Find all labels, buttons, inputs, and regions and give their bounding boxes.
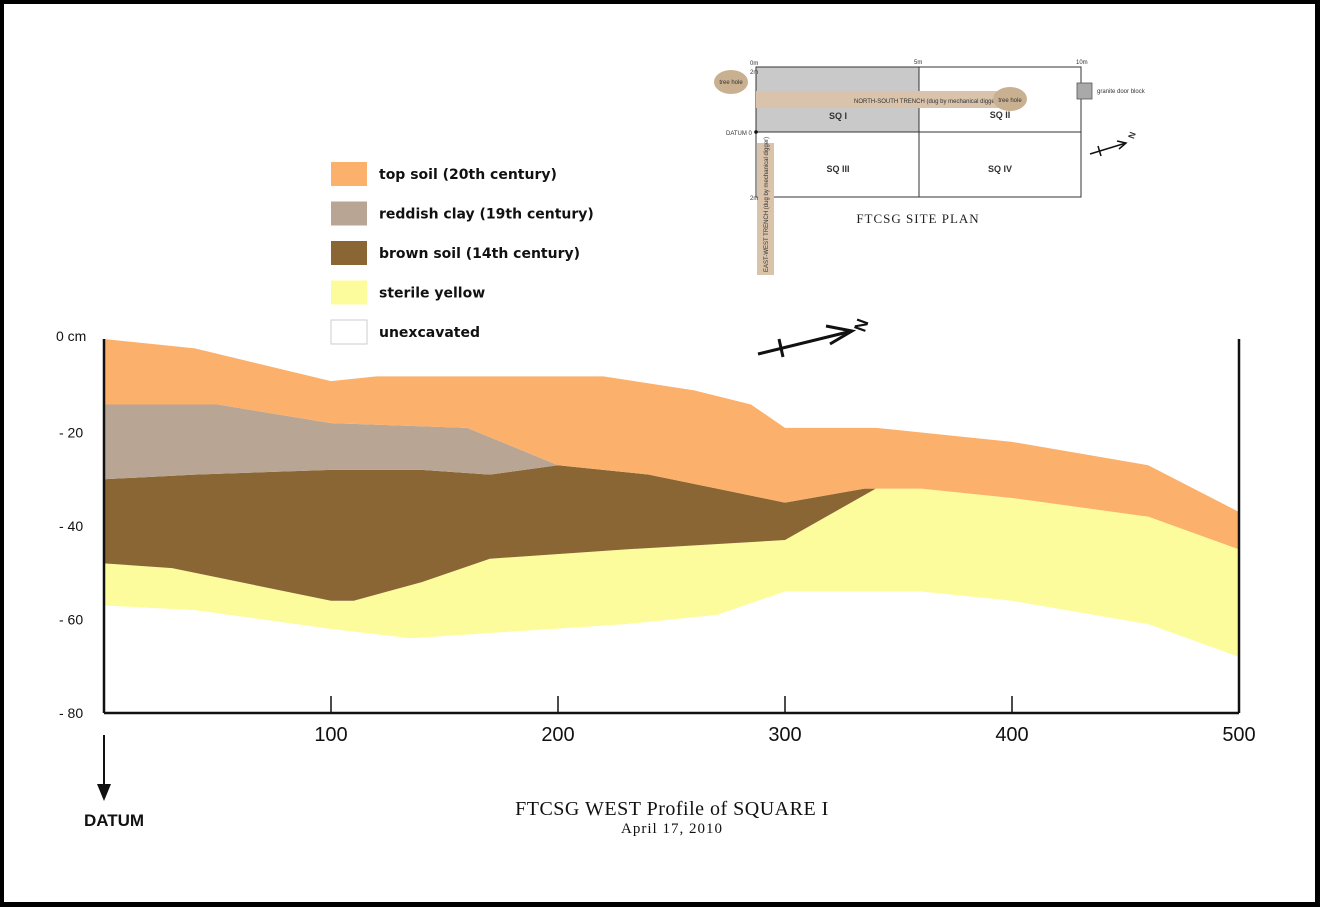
y-ticks: 0 cm - 20 - 40 - 60 - 80 <box>56 328 86 721</box>
sq1-label: SQ I <box>829 111 847 121</box>
svg-text:N: N <box>1126 131 1138 141</box>
x-tick-label: 300 <box>768 724 801 746</box>
east-west-trench-label: EAST-WEST TRENCH (dug by mechanical digg… <box>764 137 770 272</box>
legend-swatch <box>331 201 367 226</box>
tree-hole-left <box>714 70 748 94</box>
y-tick-label: - 40 <box>59 518 83 534</box>
y-tick-label: - 80 <box>59 705 83 721</box>
profile-drawing: top soil (20th century) reddish clay (19t… <box>56 60 1256 837</box>
layer-brown-soil <box>104 465 922 601</box>
granite-door-block <box>1076 82 1093 100</box>
site-plan-title: FTCSG SITE PLAN <box>856 211 979 226</box>
north-south-trench <box>756 91 1018 108</box>
granite-door-block-label: granite door block <box>1097 89 1146 95</box>
layer-sterile-yellow <box>104 488 1239 657</box>
east-west-trench <box>757 143 774 275</box>
sq4-label: SQ IV <box>988 164 1012 174</box>
x-tick-label: 200 <box>541 724 574 746</box>
y-tick-label: - 20 <box>59 425 83 441</box>
tree-hole-left-label: tree hole <box>719 80 743 86</box>
north-label: N <box>851 316 873 334</box>
legend-label: sterile yellow <box>379 286 485 302</box>
drawing-date: April 17, 2010 <box>621 821 723 837</box>
scale-10m: 10m <box>1076 60 1088 66</box>
plan-north-arrow-icon: N <box>1089 131 1138 157</box>
legend-label: reddish clay (19th century) <box>379 207 594 223</box>
legend-swatch <box>331 162 367 186</box>
legend: top soil (20th century) reddish clay (19t… <box>330 162 594 345</box>
sq2-label: SQ II <box>990 110 1011 120</box>
y-tick-label: 0 cm <box>56 328 86 344</box>
drawing-sheet: top soil (20th century) reddish clay (19t… <box>4 4 1315 902</box>
scale-left-top: 2m <box>750 70 758 76</box>
legend-label: unexcavated <box>379 325 480 341</box>
drawing-title: FTCSG WEST Profile of SQUARE I <box>515 798 829 820</box>
datum-label: DATUM <box>84 811 144 830</box>
layer-top-soil <box>104 339 1239 550</box>
scale-5m: 5m <box>914 60 922 66</box>
scale-left-bottom: 2m <box>750 196 758 202</box>
legend-label: top soil (20th century) <box>379 167 557 183</box>
x-ticks: 100 200 300 400 500 <box>314 696 1256 746</box>
x-tick-label: 500 <box>1222 724 1255 746</box>
datum-arrow-icon <box>97 735 111 801</box>
plan-datum-label: DATUM 0 <box>726 131 753 137</box>
tree-hole-right-label: tree hole <box>998 98 1022 104</box>
legend-swatch <box>330 319 368 345</box>
y-tick-label: - 60 <box>59 612 83 628</box>
layer-reddish-clay <box>104 404 558 480</box>
x-tick-label: 400 <box>995 724 1028 746</box>
site-plan: NORTH-SOUTH TRENCH (dug by mechanical di… <box>714 60 1146 275</box>
north-arrow-icon <box>757 324 857 358</box>
legend-swatch <box>331 241 367 265</box>
north-south-trench-label: NORTH-SOUTH TRENCH (dug by mechanical di… <box>854 99 999 105</box>
x-tick-label: 100 <box>314 724 347 746</box>
stratigraphy-layers <box>104 339 1239 657</box>
legend-label: brown soil (14th century) <box>379 246 580 262</box>
legend-swatch <box>331 280 367 305</box>
sq3-label: SQ III <box>826 164 849 174</box>
tree-hole-right <box>993 87 1027 111</box>
scale-0m: 0m <box>750 61 758 67</box>
